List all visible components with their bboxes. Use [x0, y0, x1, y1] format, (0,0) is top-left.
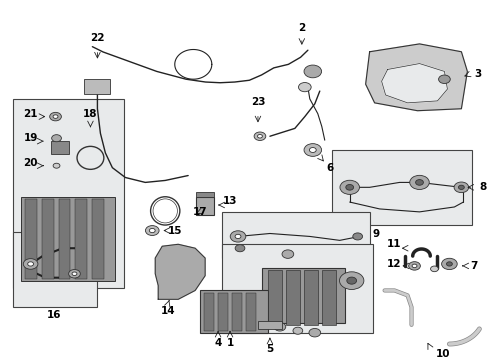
Text: 16: 16 [47, 310, 61, 320]
Polygon shape [365, 44, 467, 111]
Circle shape [411, 264, 416, 268]
Text: 4: 4 [214, 338, 222, 347]
Bar [222, 212, 369, 258]
Circle shape [304, 65, 321, 78]
Circle shape [72, 272, 77, 275]
Circle shape [304, 144, 321, 156]
Bar [200, 291, 267, 333]
Bar [262, 268, 344, 323]
Bar [232, 293, 242, 331]
Circle shape [346, 277, 356, 284]
Bar [41, 199, 53, 279]
Text: 20: 20 [23, 158, 38, 168]
Text: 22: 22 [90, 33, 104, 43]
Bar [84, 79, 110, 94]
Circle shape [68, 270, 80, 278]
Text: 1: 1 [226, 338, 233, 347]
Circle shape [149, 229, 155, 233]
Circle shape [441, 258, 456, 270]
Polygon shape [381, 64, 447, 103]
Bar [258, 321, 281, 329]
Text: 11: 11 [386, 239, 400, 249]
Circle shape [352, 233, 362, 240]
Bar [13, 231, 97, 307]
Circle shape [345, 184, 353, 190]
Circle shape [28, 262, 34, 266]
Circle shape [53, 163, 60, 168]
Text: 3: 3 [474, 69, 481, 79]
Circle shape [52, 135, 61, 142]
Circle shape [23, 258, 38, 269]
Circle shape [415, 180, 423, 185]
Circle shape [339, 180, 359, 194]
Bar [50, 141, 68, 154]
Circle shape [438, 75, 449, 84]
Text: 9: 9 [371, 229, 378, 239]
Bar [75, 199, 87, 279]
Text: 14: 14 [161, 306, 175, 316]
Bar [203, 293, 214, 331]
Bar [331, 150, 471, 225]
Circle shape [254, 132, 265, 140]
Text: 5: 5 [266, 345, 273, 354]
Bar [20, 197, 115, 281]
Bar [321, 270, 335, 325]
Circle shape [53, 115, 58, 118]
Circle shape [308, 328, 320, 337]
Circle shape [273, 323, 285, 331]
Circle shape [235, 245, 244, 252]
Circle shape [309, 148, 316, 153]
Text: 21: 21 [23, 109, 38, 119]
Bar [196, 197, 214, 215]
Text: 6: 6 [325, 163, 333, 173]
Text: 7: 7 [469, 261, 477, 271]
Circle shape [230, 231, 245, 242]
Circle shape [408, 262, 420, 270]
Polygon shape [155, 244, 204, 299]
Bar [267, 270, 281, 325]
Bar [59, 199, 70, 279]
Text: 10: 10 [435, 349, 450, 359]
Circle shape [409, 175, 428, 189]
Bar [13, 99, 124, 288]
Text: 13: 13 [223, 196, 237, 206]
Circle shape [50, 112, 61, 121]
Circle shape [446, 262, 451, 266]
Circle shape [339, 272, 363, 289]
Bar [222, 244, 372, 333]
Bar [218, 293, 227, 331]
Circle shape [145, 226, 159, 235]
Circle shape [292, 327, 302, 334]
Text: 8: 8 [479, 182, 486, 192]
Bar [285, 270, 299, 325]
Circle shape [257, 135, 262, 138]
Circle shape [453, 182, 468, 193]
Circle shape [458, 185, 464, 189]
Circle shape [298, 82, 310, 92]
Circle shape [235, 234, 241, 239]
Text: 17: 17 [192, 207, 207, 217]
Text: 12: 12 [386, 259, 400, 269]
Text: 23: 23 [250, 97, 264, 107]
Bar [245, 293, 255, 331]
Text: 19: 19 [23, 133, 38, 143]
Circle shape [429, 266, 437, 272]
Text: 15: 15 [167, 226, 182, 235]
Bar [92, 199, 104, 279]
Bar [24, 199, 37, 279]
Circle shape [282, 250, 293, 258]
Text: 2: 2 [298, 23, 305, 33]
Bar [303, 270, 317, 325]
Text: 18: 18 [83, 109, 98, 119]
Bar [196, 192, 214, 197]
